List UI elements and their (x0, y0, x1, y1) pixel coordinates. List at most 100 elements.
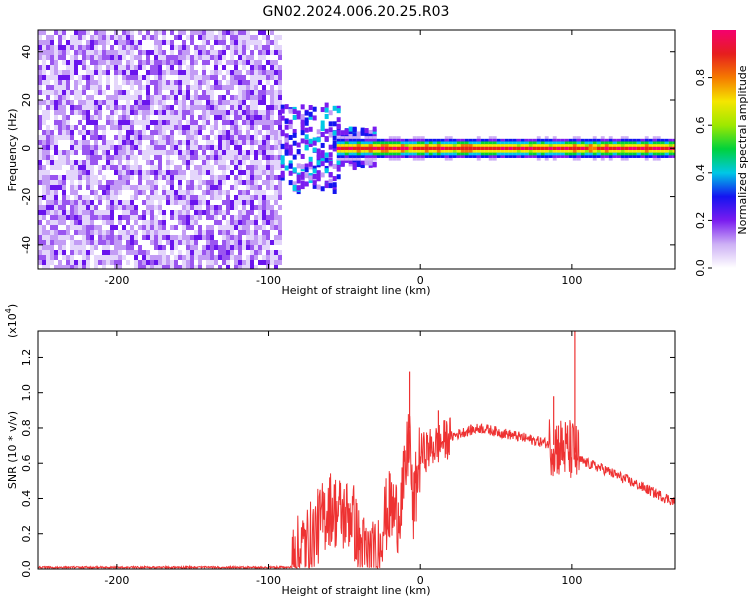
heatmap-cell (190, 180, 194, 185)
heatmap-cell (78, 210, 82, 215)
heatmap-cell (250, 205, 254, 210)
heatmap-cell (246, 55, 250, 60)
heatmap-cell (50, 210, 54, 215)
heatmap-cell (62, 235, 66, 240)
heatmap-cell (118, 60, 122, 65)
heatmap-cell (74, 165, 78, 170)
heatmap-cell (254, 215, 258, 220)
heatmap-cell (274, 155, 278, 160)
heatmap-cell (118, 205, 122, 210)
heatmap-cell (218, 255, 222, 260)
heatmap-cell (126, 140, 130, 145)
heatmap-cell (182, 255, 186, 260)
heatmap-cell (42, 90, 46, 95)
heatmap-cell (564, 144, 569, 148)
heatmap-cell (388, 154, 393, 158)
heatmap-cell (134, 130, 138, 135)
heatmap-cell (142, 185, 146, 190)
heatmap-cell (186, 245, 190, 250)
heatmap-cell (58, 160, 62, 165)
heatmap-cell (632, 141, 637, 145)
heatmap-cell (78, 80, 82, 85)
heatmap-cell (134, 110, 138, 115)
heatmap-cell (166, 95, 170, 100)
heatmap-cell (158, 245, 162, 250)
heatmap-cell (154, 185, 158, 190)
heatmap-cell (652, 138, 657, 143)
heatmap-cell (158, 155, 162, 160)
heatmap-cell (82, 150, 86, 155)
heatmap-cell (278, 55, 282, 60)
heatmap-cell (396, 141, 401, 145)
heatmap-cell (38, 140, 42, 145)
heatmap-cell (316, 160, 321, 166)
heatmap-cell (420, 149, 425, 153)
heatmap-cell (190, 35, 194, 40)
heatmap-cell (344, 136, 349, 140)
heatmap-cell (174, 215, 178, 220)
heatmap-cell (440, 154, 445, 158)
heatmap-cell (360, 136, 365, 140)
heatmap-cell (198, 205, 202, 210)
heatmap-cell (376, 152, 381, 156)
heatmap-cell (274, 80, 278, 85)
heatmap-cell (664, 149, 669, 153)
heatmap-cell (182, 150, 186, 155)
heatmap-cell (38, 230, 42, 235)
heatmap-cell (266, 80, 270, 85)
heatmap-cell (242, 65, 246, 70)
heatmap-cell (186, 140, 190, 145)
heatmap-cell (344, 138, 349, 143)
heatmap-cell (138, 130, 142, 135)
heatmap-cell (118, 40, 122, 45)
heatmap-cell (210, 180, 214, 185)
heatmap-cell (344, 146, 349, 150)
heatmap-cell (612, 154, 617, 158)
heatmap-cell (266, 215, 270, 220)
heatmap-cell (250, 85, 254, 90)
heatmap-cell (612, 141, 617, 145)
heatmap-cell (226, 115, 230, 120)
heatmap-cell (174, 200, 178, 205)
heatmap-cell (82, 195, 86, 200)
heatmap-cell (146, 115, 150, 120)
heatmap-cell (218, 50, 222, 55)
heatmap-cell (186, 200, 190, 205)
heatmap-cell (230, 100, 234, 105)
heatmap-cell (182, 130, 186, 135)
heatmap-cell (238, 175, 242, 180)
heatmap-cell (186, 180, 190, 185)
heatmap-cell (270, 135, 274, 140)
heatmap-cell (278, 160, 282, 165)
heatmap-cell (206, 135, 210, 140)
heatmap-cell (360, 152, 365, 156)
heatmap-cell (202, 160, 206, 165)
heatmap-cell (284, 147, 289, 153)
heatmap-cell (194, 200, 198, 205)
heatmap-cell (372, 126, 377, 132)
heatmap-cell (376, 136, 381, 140)
heatmap-cell (146, 120, 150, 125)
heatmap-cell (266, 115, 270, 120)
heatmap-cell (332, 176, 337, 182)
heatmap-cell (226, 205, 230, 210)
heatmap-cell (238, 195, 242, 200)
heatmap-cell (90, 205, 94, 210)
heatmap-cell (296, 178, 301, 184)
heatmap-cell (70, 190, 74, 195)
heatmap-cell (154, 110, 158, 115)
heatmap-cell (230, 240, 234, 245)
heatmap-cell (456, 154, 461, 158)
heatmap-cell (368, 141, 373, 145)
heatmap-cell (356, 146, 361, 150)
heatmap-cell (316, 148, 321, 154)
heatmap-cell (672, 144, 675, 148)
heatmap-cell (202, 190, 206, 195)
heatmap-cell (162, 120, 166, 125)
heatmap-cell (460, 144, 465, 148)
heatmap-cell (190, 125, 194, 130)
heatmap-cell (620, 136, 625, 140)
heatmap-cell (118, 135, 122, 140)
heatmap-cell (86, 150, 90, 155)
heatmap-cell (178, 240, 182, 245)
